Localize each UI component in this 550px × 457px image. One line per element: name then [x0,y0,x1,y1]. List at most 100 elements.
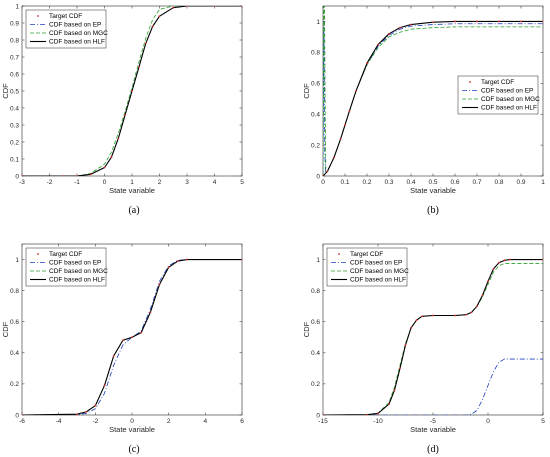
y-tick-label: 0.7 [10,54,19,61]
target-cdf-point [149,311,152,314]
legend-marker-target-cdf [338,253,340,255]
legend-label: CDF based on MGC [49,268,108,275]
x-tick-label: 6 [240,418,244,425]
x-tick-label: 2 [167,418,171,425]
legend-marker-target-cdf [469,81,471,83]
legend-label: CDF based on EP [481,88,533,95]
x-tick-label: -6 [19,418,25,425]
legend-label: CDF based on EP [350,260,402,267]
y-axis-label: CDF [1,321,10,337]
series-target-cdf [22,6,242,176]
legend-marker-target-cdf [37,15,39,17]
y-tick-label: 0 [316,412,320,419]
y-axis-label: CDF [1,83,10,99]
target-cdf-point [542,20,543,23]
x-axis-label: State variable [109,425,155,434]
y-tick-label: 0.8 [10,288,19,295]
series-line-cdf-based-on-mgc [323,6,543,176]
series-target-cdf [323,258,543,415]
target-cdf-point [176,260,179,262]
y-tick-label: 0.6 [10,319,19,326]
target-cdf-point [487,280,489,283]
target-cdf-point [432,21,434,24]
series-line-cdf-based-on-ep [323,358,543,415]
y-tick-label: 0.2 [311,142,320,149]
target-cdf-point [103,166,106,169]
x-tick-label: 0.9 [516,179,525,186]
target-cdf-point [124,113,127,116]
y-tick-label: 0.4 [311,111,320,118]
series-line-cdf-based-on-hlf [323,259,543,415]
target-cdf-point [144,42,147,45]
x-tick-label: 0.4 [406,179,415,186]
target-cdf-point [399,26,401,29]
legend-label: CDF based on HLF [49,39,105,46]
y-tick-label: 0.3 [10,122,19,129]
target-cdf-point [410,327,412,329]
x-tick-label: 0.5 [428,179,437,186]
x-tick-label: -15 [318,418,328,425]
y-tick-label: 0 [316,173,320,180]
legend-label: CDF based on MGC [350,268,409,275]
series-target-cdf [323,20,543,176]
series-group [323,6,543,176]
y-tick-label: 0.4 [10,105,19,112]
target-cdf-point [542,258,543,261]
x-tick-label: -1 [74,179,80,186]
y-axis-label: CDF [302,83,311,99]
series-line-cdf-based-on-ep [22,259,242,415]
x-tick-label: 0 [103,179,107,186]
legend-label: CDF based on EP [49,260,101,267]
y-tick-label: 0 [15,412,19,419]
y-tick-label: 0.8 [311,50,320,57]
y-tick-label: 0.4 [10,350,19,357]
target-cdf-point [454,314,456,317]
target-cdf-point [509,258,511,261]
panel-caption: (d) [427,444,439,455]
x-tick-label: -10 [373,418,383,425]
target-cdf-point [131,336,133,339]
target-cdf-point [388,403,390,406]
target-cdf-point [465,313,467,316]
legend-label: Target CDF [49,251,82,258]
target-cdf-point [137,66,140,69]
target-cdf-point [89,173,92,176]
target-cdf-point [388,32,390,35]
target-cdf-point [22,175,23,176]
x-tick-label: -3 [19,179,25,186]
target-cdf-point [112,355,115,357]
target-cdf-point [131,90,133,92]
y-tick-label: 0.1 [10,156,19,163]
panel-caption: (b) [427,205,439,216]
target-cdf-point [323,414,324,415]
target-cdf-point [498,20,500,23]
target-cdf-point [355,90,357,92]
target-cdf-point [241,258,242,261]
target-cdf-point [377,43,379,46]
y-tick-label: 0.6 [311,319,320,326]
chart-panel-c: -6 -4 -2 0 2 4 6 0 0.2 0.4 0.6 0.8 1 State variable CD… [1,243,244,455]
x-axis-label: State variable [109,186,155,195]
target-cdf-point [76,413,78,415]
x-tick-label: 0 [321,179,325,186]
legend-label: CDF based on MGC [481,96,540,103]
target-cdf-point [151,25,154,28]
x-tick-label: 3 [185,179,189,186]
target-cdf-point [22,414,23,415]
legend-label: CDF based on EP [49,22,101,29]
target-cdf-point [520,20,522,23]
series-line-cdf-based-on-hlf [323,20,543,176]
x-tick-label: -2 [92,418,98,425]
target-cdf-point [94,404,97,407]
legend-label: Target CDF [350,251,383,258]
target-cdf-point [103,384,106,387]
x-tick-label: 0.8 [494,179,503,186]
x-tick-label: 0.1 [340,179,349,186]
chart-panel-a: -3 -2 -1 0 1 2 3 4 5 0 0.1 0.2 0.3 0.4 0.5 0.6 0.7 0.8 0.9… [1,3,244,216]
target-cdf-point [470,311,473,314]
target-cdf-point [410,23,412,26]
target-cdf-point [481,294,484,297]
target-cdf-point [498,261,500,264]
